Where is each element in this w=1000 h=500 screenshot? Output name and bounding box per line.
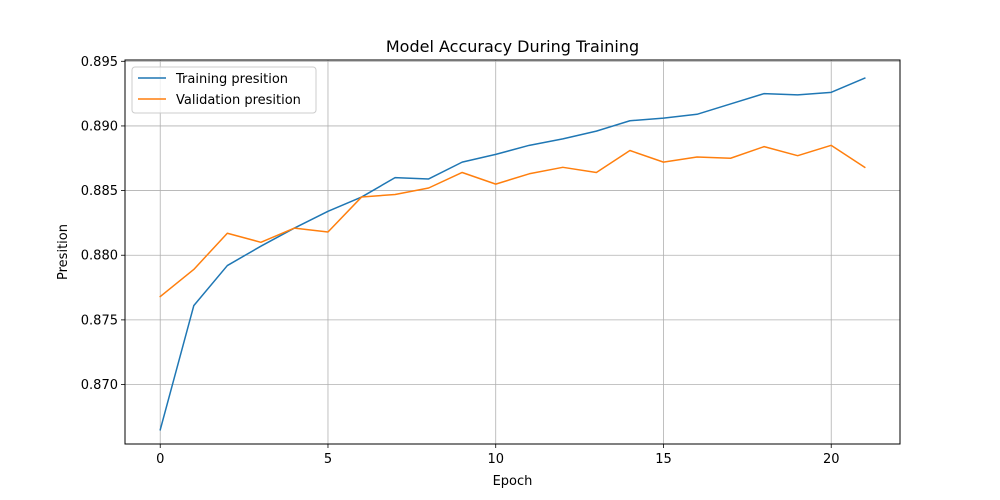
ticks: 0 5 10 15 20 0.870 0.875 0.880 0.885 0.890 0.895 (81, 55, 840, 467)
y-axis-label: Presition (56, 224, 71, 280)
legend-label-validation: Validation presition (176, 93, 301, 108)
validation-series-line (159, 144, 866, 298)
x-tick-label: 20 (823, 452, 840, 467)
y-tick-label: 0.870 (81, 378, 118, 393)
y-tick-label: 0.895 (81, 55, 118, 70)
grid (125, 60, 900, 444)
training-series-line (159, 77, 866, 431)
plot-frame (124, 59, 901, 445)
x-tick-label: 15 (655, 452, 672, 467)
y-tick-label: 0.880 (81, 249, 118, 264)
legend-label-training: Training presition (175, 72, 288, 87)
series-lines (159, 77, 866, 431)
legend: Training presition Validation presition (131, 66, 317, 114)
y-tick-label: 0.875 (81, 313, 118, 328)
y-tick-label: 0.890 (81, 119, 118, 134)
chart-title: Model Accuracy During Training (386, 37, 639, 56)
x-axis-label: Epoch (493, 474, 533, 489)
x-tick-label: 5 (324, 452, 332, 467)
x-tick-label: 0 (156, 452, 164, 467)
x-tick-label: 10 (487, 452, 504, 467)
y-tick-label: 0.885 (81, 184, 118, 199)
legend-box (131, 66, 317, 114)
